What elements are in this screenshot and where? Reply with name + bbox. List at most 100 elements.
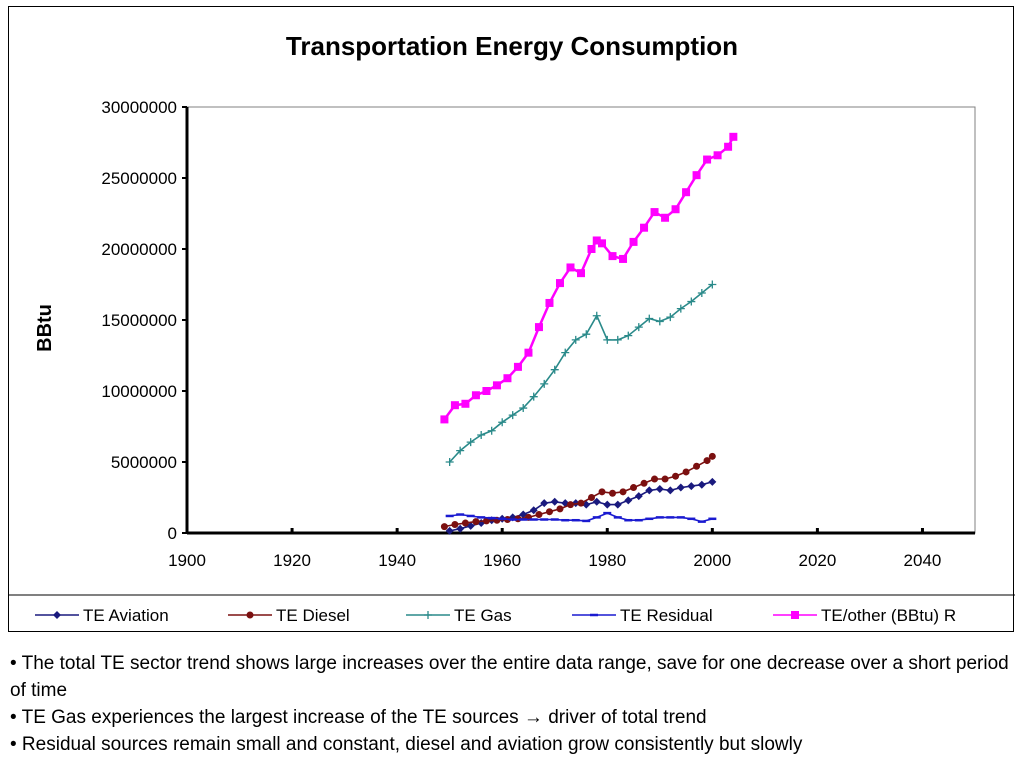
data-point — [561, 348, 570, 357]
data-point — [472, 518, 480, 526]
series-te-residual — [445, 511, 717, 523]
chart-svg: Transportation Energy Consumption BBtu 0… — [9, 31, 1015, 625]
legend-label: TE Residual — [620, 606, 713, 625]
x-tick-label: 2000 — [693, 551, 731, 570]
data-point — [640, 479, 648, 487]
data-point — [592, 311, 601, 320]
y-tick-label: 10000000 — [101, 382, 177, 401]
data-point — [450, 401, 459, 410]
legend: TE Aviation TE Diesel TE Gas TE Residual TE/… — [9, 594, 1015, 625]
data-point — [508, 411, 517, 420]
data-point — [624, 496, 633, 505]
data-point — [577, 269, 585, 278]
data-point — [566, 263, 575, 272]
y-tick-label: 25000000 — [101, 169, 177, 188]
data-point — [577, 499, 585, 507]
data-point — [655, 317, 664, 326]
data-point — [703, 155, 712, 164]
data-point — [513, 362, 522, 371]
data-point — [556, 505, 564, 513]
data-point — [440, 523, 448, 531]
data-point — [661, 475, 669, 483]
legend-swatch-marker — [246, 611, 254, 619]
series-te-other-bbtu-r — [440, 132, 738, 424]
data-point — [630, 484, 638, 492]
y-tick-label: 5000000 — [111, 453, 177, 472]
data-point — [619, 254, 628, 263]
data-point — [529, 392, 538, 401]
x-tick-label: 1920 — [273, 551, 311, 570]
data-point — [703, 457, 711, 465]
data-point — [534, 323, 543, 332]
data-point — [624, 331, 633, 340]
data-point — [603, 500, 612, 509]
data-point — [697, 289, 706, 298]
data-point — [708, 280, 717, 289]
legend-item: TE Diesel — [228, 606, 350, 625]
data-point — [487, 426, 496, 435]
data-point — [482, 387, 491, 395]
series-te-gas — [445, 280, 717, 466]
notes: • The total TE sector trend shows large … — [10, 650, 1014, 758]
data-point — [571, 335, 580, 344]
data-point — [676, 304, 685, 313]
legend-swatch-marker — [424, 611, 432, 619]
data-point — [608, 252, 617, 261]
legend-item: TE Aviation — [35, 606, 169, 625]
legend-item: TE Residual — [572, 606, 713, 625]
data-point — [466, 438, 475, 447]
data-point — [661, 213, 670, 222]
data-point — [672, 472, 680, 480]
data-point — [724, 142, 733, 151]
data-point — [645, 486, 654, 495]
data-point — [540, 499, 549, 508]
legend-item: TE/other (BBtu) R — [773, 606, 956, 625]
data-point — [519, 510, 528, 519]
data-point — [445, 458, 454, 466]
data-point — [651, 475, 659, 483]
data-point — [461, 399, 470, 408]
data-point — [655, 484, 664, 493]
data-point — [692, 171, 701, 180]
data-point — [603, 335, 612, 344]
data-point — [587, 245, 596, 253]
data-point — [445, 526, 454, 535]
data-point — [682, 188, 691, 197]
data-point — [451, 520, 459, 528]
legend-item: TE Gas — [406, 606, 512, 625]
data-point — [582, 330, 591, 339]
data-point — [693, 462, 701, 470]
data-point — [471, 391, 480, 400]
data-point — [640, 223, 649, 232]
y-axis-label: BBtu — [34, 304, 56, 352]
data-point — [634, 323, 643, 332]
data-point — [498, 418, 507, 427]
y-tick-label: 20000000 — [101, 240, 177, 259]
data-point — [708, 452, 716, 460]
data-point — [555, 279, 564, 288]
x-tick-label: 1940 — [378, 551, 416, 570]
note-line: • TE Gas experiences the largest increas… — [10, 707, 707, 728]
data-point — [671, 205, 680, 214]
data-point — [492, 381, 501, 390]
data-point — [592, 497, 601, 506]
data-point — [687, 297, 696, 306]
data-point — [609, 489, 617, 497]
data-point — [598, 488, 606, 496]
data-point — [545, 298, 554, 307]
data-point — [592, 236, 601, 245]
data-point — [477, 431, 486, 440]
legend-label: TE Gas — [454, 606, 512, 625]
series-te-diesel — [440, 452, 716, 531]
note-line: • Residual sources remain small and cons… — [10, 734, 803, 755]
data-point — [598, 239, 607, 248]
x-tick-label: 1980 — [588, 551, 626, 570]
legend-label: TE Aviation — [83, 606, 169, 625]
data-point — [619, 488, 627, 496]
note-line: • The total TE sector trend shows large … — [10, 653, 1009, 701]
x-tick-label: 2020 — [798, 551, 836, 570]
chart-title: Transportation Energy Consumption — [286, 31, 738, 61]
data-point — [545, 508, 553, 516]
data-point — [634, 492, 643, 501]
data-point — [535, 511, 543, 519]
